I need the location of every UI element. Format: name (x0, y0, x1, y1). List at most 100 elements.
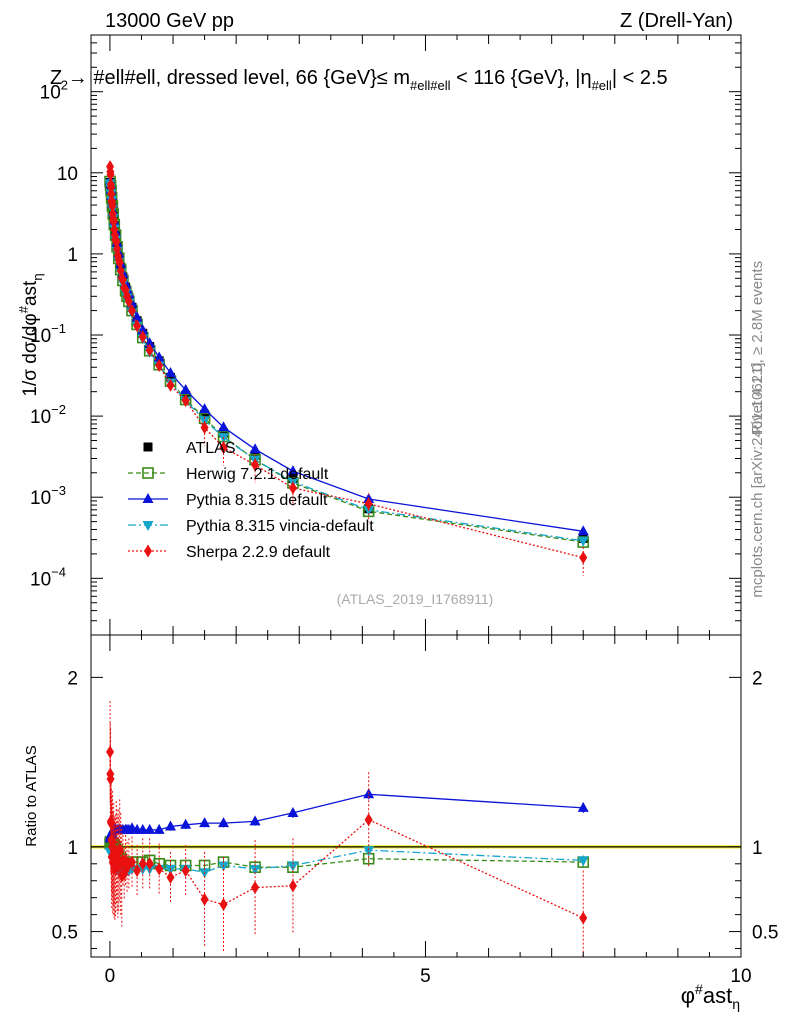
ratio-data-point (218, 817, 230, 828)
ratio-series-line (109, 751, 584, 919)
data-point (577, 536, 589, 547)
ratio-y-tick-label: 2 (67, 668, 78, 689)
ratio-data-point (577, 856, 589, 867)
y-tick-label: 10−3 (30, 483, 66, 509)
data-point (138, 330, 147, 344)
data-point (200, 409, 210, 419)
series-0 (105, 177, 588, 543)
series-4 (106, 160, 588, 576)
legend-marker (144, 544, 152, 558)
data-point (108, 199, 117, 213)
data-point (166, 378, 175, 392)
legend-marker (142, 521, 154, 531)
ratio-data-point (288, 879, 297, 893)
legend-label: Pythia 8.315 default (186, 492, 328, 509)
data-point (199, 403, 211, 414)
legend-label: Herwig 7.2.1 default (186, 466, 329, 483)
ratio-data-point (144, 823, 156, 834)
data-point (287, 465, 299, 476)
data-point (579, 551, 588, 565)
data-point (131, 311, 143, 322)
y-tick-label: 1 (67, 245, 78, 266)
mcplots-label: mcplots.cern.ch [arXiv:2401.10621] (749, 362, 766, 597)
ratio-y-tick-label-right: 2 (752, 668, 763, 689)
ratio-data-point (181, 864, 190, 878)
main-panel: 10−4 10−3 10−2 10−1 1 10 102 (30, 34, 742, 636)
ratio-series-0 (104, 835, 590, 873)
header-left: 13000 GeV pp (105, 10, 234, 32)
data-point (180, 383, 192, 394)
ratio-data-point (166, 870, 175, 884)
x-tick-label: 0 (105, 966, 116, 987)
ratio-data-point (155, 862, 164, 876)
data-point (106, 168, 115, 182)
data-point (218, 421, 230, 432)
data-point (288, 481, 297, 495)
data-point (249, 443, 261, 454)
legend-item: Herwig 7.2.1 default (128, 466, 329, 483)
y-tick-label: 102 (40, 78, 68, 104)
ratio-data-point (128, 855, 137, 869)
series-line (109, 181, 584, 543)
ratio-frame (90, 634, 742, 958)
ratio-y-tick-label-right: 1 (752, 838, 763, 859)
header-right: Z (Drell-Yan) (620, 10, 733, 32)
legend-label: Pythia 8.315 vincia-default (186, 518, 374, 535)
y-tick-label: 10−4 (30, 564, 66, 590)
main-title: Z → #ell#ell, dressed level, 66 {GeV}≤ m… (50, 67, 668, 93)
ratio-data-point (145, 857, 154, 871)
ratio-series-3 (106, 701, 588, 957)
legend-item: ATLAS (143, 440, 236, 457)
y-tick-label: 10−2 (30, 402, 66, 428)
legend-marker (142, 493, 154, 503)
ratio-data-point (200, 892, 209, 906)
x-tick-label: 5 (420, 966, 431, 987)
ratio-data-point (138, 857, 147, 871)
data-point (166, 372, 176, 382)
y-tick-label: 10 (57, 164, 78, 185)
data-point (200, 421, 209, 435)
main-ylabel: 1/σ dσ/dφ#astη (16, 273, 45, 396)
legend-item: Pythia 8.315 default (128, 492, 328, 509)
rivet-label: Rivet 4.1.0, ≥ 2.8M events (749, 261, 766, 435)
legend-label: ATLAS (186, 440, 236, 457)
ratio-y-tick-label: 1 (67, 838, 78, 859)
data-point (577, 525, 589, 536)
ratio-series-1 (104, 788, 589, 843)
data-point (124, 294, 133, 308)
ratio-data-point (363, 846, 375, 857)
legend-marker (143, 442, 153, 452)
ratio-panel: 0.5 0.5 1 1 2 2 0 5 10 (52, 634, 778, 987)
ratio-data-point (251, 881, 260, 895)
data-point (165, 366, 177, 377)
data-point (251, 458, 260, 472)
ratio-data-point (180, 818, 192, 829)
legend-item: Sherpa 2.2.9 default (128, 544, 331, 561)
data-point (128, 304, 137, 318)
ratio-data-point (153, 823, 165, 834)
legend-item: Pythia 8.315 vincia-default (128, 518, 374, 535)
ratio-data-point (133, 864, 142, 878)
ratio-y-tick-label: 0.5 (52, 923, 78, 944)
ratio-ylabel: Ratio to ATLAS (23, 745, 40, 846)
ratio-data-point (579, 911, 588, 925)
ratio-data-point (165, 820, 177, 831)
x-axis-label: φ#astη (681, 981, 740, 1012)
x-tick-label: 10 (730, 966, 751, 987)
data-point (145, 343, 154, 357)
data-point (219, 441, 228, 455)
data-point (219, 428, 229, 438)
ratio-data-point (577, 801, 589, 812)
data-point (133, 319, 142, 333)
data-point (107, 187, 116, 201)
series-line (109, 183, 584, 542)
data-point (181, 394, 190, 408)
ratio-data-point (287, 806, 299, 817)
legend-label: Sherpa 2.2.9 default (186, 544, 331, 561)
ratio-data-point (199, 817, 211, 828)
legend-marker (142, 467, 154, 479)
ratio-y-tick-label-right: 0.5 (752, 923, 778, 944)
data-point (153, 351, 165, 362)
analysis-watermark: (ATLAS_2019_I1768911) (337, 591, 494, 607)
